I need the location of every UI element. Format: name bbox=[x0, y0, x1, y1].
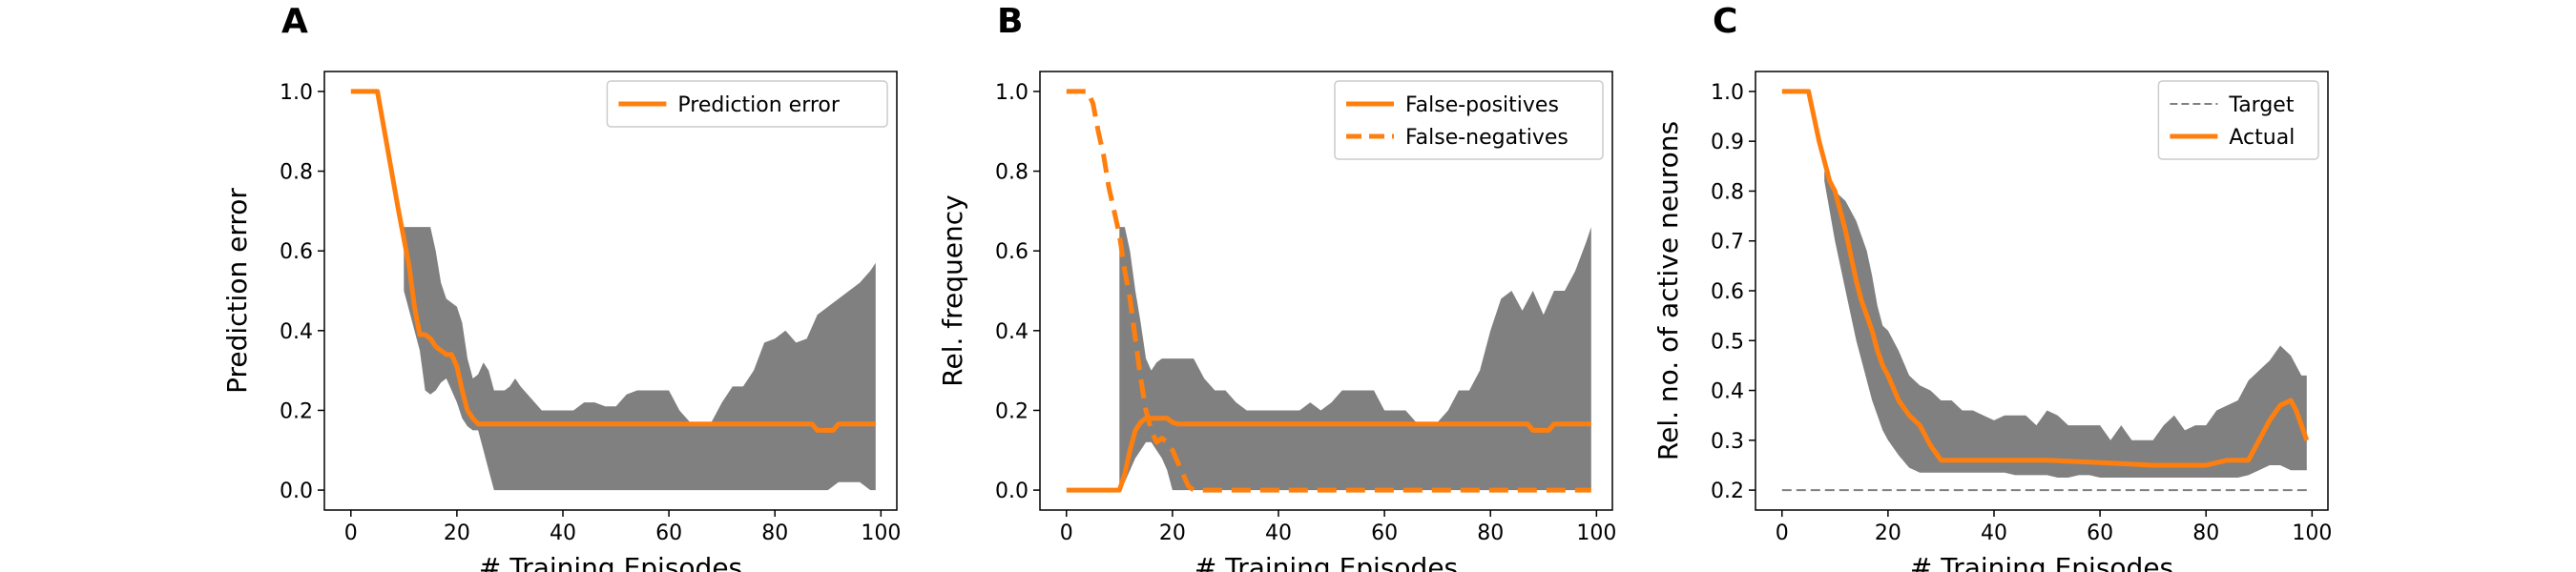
x-tick-label: 40 bbox=[1981, 521, 2007, 545]
x-tick-label: 0 bbox=[344, 521, 358, 545]
y-tick-label: 0.4 bbox=[280, 320, 313, 344]
series-line-2 bbox=[1781, 89, 2310, 468]
x-tick-label: 60 bbox=[655, 521, 682, 545]
x-tick-label: 20 bbox=[444, 521, 470, 545]
panel-letter-a: A bbox=[281, 2, 308, 41]
series-line-1 bbox=[1066, 416, 1591, 493]
confidence-band bbox=[1824, 171, 2307, 478]
legend-label: Actual bbox=[2229, 126, 2295, 150]
x-tick-label: 80 bbox=[1477, 521, 1504, 545]
y-tick-label: 0.8 bbox=[995, 161, 1028, 185]
y-axis-label: Rel. no. of active neurons bbox=[1652, 121, 1684, 460]
y-tick-label: 0.6 bbox=[995, 240, 1028, 264]
legend-box bbox=[1334, 80, 1604, 160]
y-tick-label: 0.6 bbox=[280, 240, 313, 264]
legend-box bbox=[2157, 80, 2319, 160]
panel-b: B 0 20 40 60 80 100 0.0 0.2 0.4 0.6 0.8 1.0 # Traini… bbox=[937, 2, 1616, 572]
y-tick-label: 0.7 bbox=[1711, 231, 1744, 255]
x-axis-label: # Training Episodes bbox=[479, 552, 742, 572]
x-tick-label: 0 bbox=[1060, 521, 1073, 545]
x-tick-label: 20 bbox=[1159, 521, 1186, 545]
x-tick-label: 20 bbox=[1875, 521, 1901, 545]
x-tick-label: 100 bbox=[2292, 521, 2332, 545]
series-line-2 bbox=[1066, 89, 1591, 493]
y-tick-label: 0.4 bbox=[995, 320, 1028, 344]
panel-c: C 0 20 40 60 80 100 0.2 0.3 0.4 0.5 0.6 0.7 0.8 0.9 1.… bbox=[1652, 2, 2332, 572]
x-tick-label: 100 bbox=[1576, 521, 1616, 545]
y-tick-label: 0.8 bbox=[1711, 180, 1744, 204]
x-tick-label: 0 bbox=[1776, 521, 1789, 545]
x-tick-label: 80 bbox=[761, 521, 788, 545]
confidence-band bbox=[1119, 227, 1591, 491]
y-tick-label: 0.5 bbox=[1711, 330, 1744, 354]
x-tick-label: 60 bbox=[2087, 521, 2113, 545]
y-tick-label: 0.0 bbox=[995, 480, 1028, 503]
y-tick-label: 0.2 bbox=[280, 399, 313, 423]
y-tick-label: 1.0 bbox=[995, 81, 1028, 105]
legend-label: False-negatives bbox=[1405, 126, 1568, 150]
legend-label: False-positives bbox=[1405, 93, 1559, 117]
legend: Prediction error bbox=[606, 80, 888, 128]
y-tick-label: 0.9 bbox=[1711, 131, 1744, 154]
x-axis-label: # Training Episodes bbox=[1910, 552, 2173, 572]
panel-letter-b: B bbox=[997, 2, 1023, 41]
axes-frame bbox=[1039, 71, 1613, 511]
plot-a: 0 20 40 60 80 100 0.0 0.2 0.4 0.6 0.8 1.0 # Training… bbox=[221, 71, 901, 572]
y-tick-label: 0.2 bbox=[1711, 480, 1744, 503]
panel-a: A 0 20 40 60 80 100 0.0 0.2 0.4 0.6 0.8 1.0 # Traini… bbox=[221, 2, 901, 572]
confidence-band bbox=[404, 227, 876, 491]
y-axis-label: Prediction error bbox=[221, 188, 253, 394]
y-tick-label: 0.0 bbox=[280, 480, 313, 503]
legend-label: Prediction error bbox=[677, 93, 840, 117]
x-tick-label: 100 bbox=[861, 521, 901, 545]
legend: False-positives False-negatives bbox=[1334, 80, 1604, 160]
legend-label: Target bbox=[2228, 93, 2294, 117]
x-tick-label: 40 bbox=[550, 521, 576, 545]
x-axis-label: # Training Episodes bbox=[1195, 552, 1458, 572]
y-axis-label: Rel. frequency bbox=[937, 194, 968, 386]
y-tick-label: 1.0 bbox=[1711, 81, 1744, 105]
plot-b: 0 20 40 60 80 100 0.0 0.2 0.4 0.6 0.8 1.0 # Training… bbox=[937, 71, 1616, 572]
series-line-1 bbox=[350, 89, 876, 433]
y-tick-label: 0.6 bbox=[1711, 280, 1744, 304]
x-tick-label: 40 bbox=[1265, 521, 1292, 545]
y-tick-label: 0.3 bbox=[1711, 430, 1744, 454]
x-tick-label: 60 bbox=[1371, 521, 1398, 545]
axes-frame bbox=[323, 71, 898, 511]
y-tick-label: 0.4 bbox=[1711, 380, 1744, 404]
legend: Target Actual bbox=[2157, 80, 2319, 160]
y-tick-label: 0.2 bbox=[995, 399, 1028, 423]
x-tick-label: 80 bbox=[2192, 521, 2219, 545]
plot-c: 0 20 40 60 80 100 0.2 0.3 0.4 0.5 0.6 0.7 0.8 0.9 1.0 #… bbox=[1652, 71, 2332, 572]
y-tick-label: 1.0 bbox=[280, 81, 313, 105]
legend-box bbox=[606, 80, 888, 128]
panel-letter-c: C bbox=[1713, 2, 1737, 41]
y-tick-label: 0.8 bbox=[280, 161, 313, 185]
